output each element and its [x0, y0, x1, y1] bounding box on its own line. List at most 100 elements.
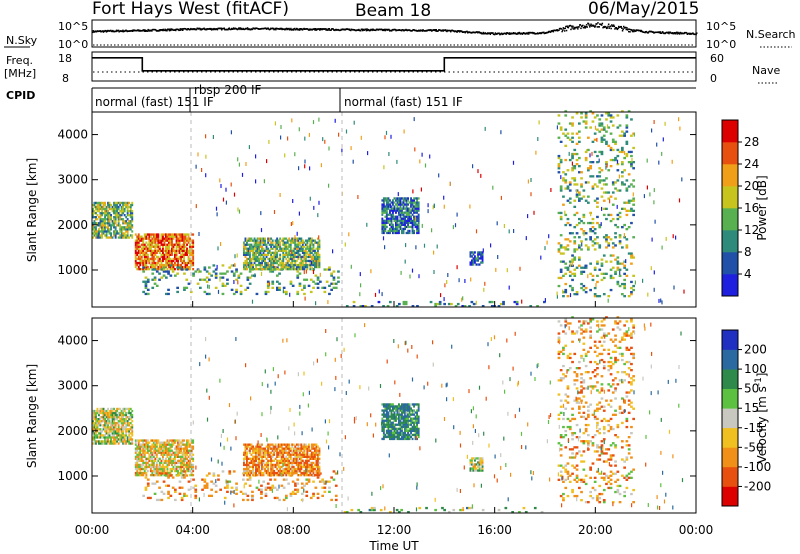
- echo-cell: [573, 199, 577, 202]
- noise-sample: [216, 28, 219, 31]
- noise-sample: [640, 29, 643, 32]
- echo-cell: [155, 461, 158, 465]
- echo-cell: [105, 222, 108, 225]
- echo-cell: [120, 422, 123, 425]
- echo-cell: [584, 112, 588, 115]
- echo-cell: [385, 231, 388, 235]
- echo-cell: [616, 163, 620, 166]
- echo-cell: [405, 213, 408, 216]
- echo-cell: [113, 224, 115, 227]
- echo-cell: [398, 197, 400, 200]
- echo-cell: [286, 259, 289, 263]
- echo-cell: [145, 261, 148, 265]
- echo-cell: [201, 168, 203, 172]
- echo-cell: [104, 234, 106, 237]
- echo-cell: [126, 422, 129, 425]
- echo-cell: [388, 152, 390, 156]
- echo-cell: [566, 136, 570, 139]
- echo-cell: [120, 430, 123, 433]
- echo-cell: [149, 459, 152, 462]
- echo-cell: [157, 237, 160, 240]
- echo-cell: [578, 264, 581, 267]
- velocity-echoes: [92, 316, 684, 514]
- echo-cell: [167, 490, 170, 493]
- echo-cell: [107, 216, 109, 219]
- echo-cell: [630, 161, 633, 164]
- echo-cell: [413, 205, 415, 208]
- echo-cell: [143, 253, 146, 256]
- echo-cell: [410, 203, 412, 206]
- echo-cell: [165, 245, 167, 248]
- echo-cell: [162, 255, 164, 259]
- echo-cell: [184, 455, 187, 458]
- echo-cell: [184, 445, 187, 448]
- echo-cell: [359, 272, 361, 277]
- echo-cell: [136, 245, 139, 248]
- echo-cell: [395, 225, 397, 229]
- echo-cell: [162, 441, 164, 444]
- echo-cell: [490, 300, 494, 304]
- echo-cell: [654, 219, 656, 224]
- echo-cell: [226, 270, 229, 273]
- noise-sample: [628, 30, 630, 33]
- echo-cell: [143, 259, 146, 263]
- echo-cell: [175, 235, 178, 238]
- echo-cell: [279, 247, 282, 250]
- echo-cell: [396, 197, 399, 200]
- noise-sample: [295, 28, 297, 31]
- echo-cell: [162, 457, 164, 460]
- echo-cell: [151, 471, 154, 475]
- echo-cell: [181, 471, 184, 475]
- echo-cell: [310, 237, 313, 240]
- echo-cell: [382, 225, 385, 229]
- echo-cell: [107, 418, 109, 421]
- echo-cell: [408, 225, 411, 229]
- echo-cell: [246, 262, 248, 267]
- echo-cell: [569, 293, 572, 298]
- echo-cell: [234, 262, 236, 267]
- echo-cell: [411, 305, 415, 308]
- echo-cell: [247, 257, 250, 261]
- echo-cell: [308, 132, 310, 137]
- echo-cell: [139, 237, 142, 240]
- echo-cell: [277, 241, 280, 244]
- echo-cell: [113, 232, 115, 235]
- echo-cell: [168, 447, 170, 450]
- echo-cell: [192, 268, 195, 271]
- noise-sample: [285, 28, 287, 31]
- echo-cell: [605, 161, 608, 164]
- echo-cell: [158, 498, 161, 502]
- echo-cell: [396, 201, 399, 204]
- echo-cell: [480, 251, 482, 254]
- echo-cell: [186, 451, 188, 454]
- echo-cell: [181, 469, 184, 473]
- echo-cell: [152, 255, 155, 259]
- echo-cell: [387, 217, 390, 220]
- echo-cell: [192, 467, 195, 471]
- echo-cell: [557, 284, 561, 288]
- noise-sample: [168, 29, 171, 32]
- echo-cell: [383, 165, 385, 170]
- echo-cell: [255, 179, 257, 184]
- echo-cell: [605, 260, 608, 263]
- echo-cell: [178, 239, 181, 242]
- echo-cell: [303, 255, 306, 259]
- echo-cell: [261, 263, 263, 267]
- echo-cell: [307, 247, 310, 250]
- echo-cell: [214, 286, 218, 289]
- echo-cell: [122, 407, 125, 411]
- echo-cell: [234, 254, 236, 259]
- echo-cell: [137, 471, 140, 475]
- echo-cell: [110, 224, 112, 227]
- echo-cell: [247, 249, 250, 252]
- echo-cell: [181, 439, 184, 442]
- echo-cell: [262, 239, 265, 242]
- echo-cell: [157, 465, 160, 469]
- echo-cell: [122, 438, 125, 441]
- noise-sample: [466, 30, 468, 33]
- echo-cell: [471, 259, 473, 262]
- echo-cell: [515, 302, 519, 306]
- echo-cell: [289, 253, 292, 256]
- echo-cell: [143, 451, 146, 454]
- echo-cell: [110, 218, 112, 221]
